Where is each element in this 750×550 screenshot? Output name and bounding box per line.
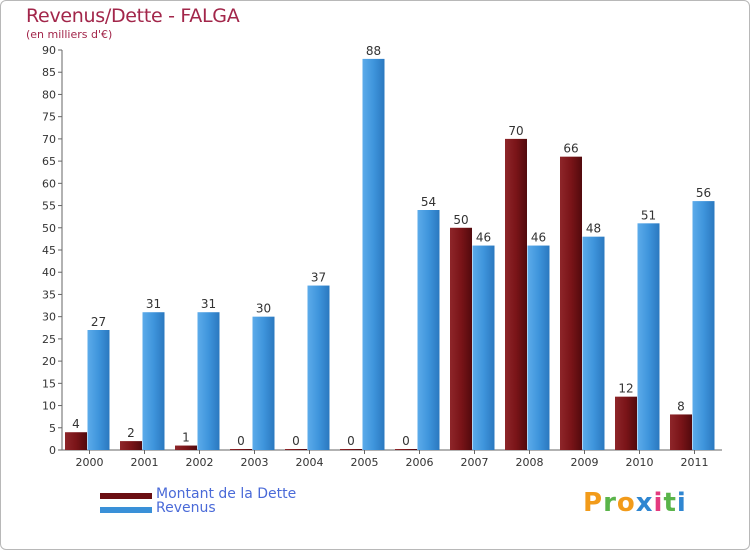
data-label: 46 — [531, 231, 546, 245]
logo-letter: x — [635, 488, 654, 518]
y-tick-label: 10 — [42, 400, 56, 413]
y-tick-label: 5 — [49, 422, 56, 435]
revenue-bar — [307, 285, 330, 450]
x-tick-label: 2000 — [76, 456, 104, 469]
debt-bar — [505, 138, 527, 450]
logo-letter: r — [603, 488, 617, 518]
x-tick-label: 2007 — [461, 456, 489, 469]
logo-letter: P — [583, 488, 604, 518]
x-tick-label: 2001 — [131, 456, 159, 469]
data-label: 37 — [311, 271, 326, 285]
y-tick-label: 20 — [42, 355, 56, 368]
proxiti-logo: Proxiti — [583, 488, 687, 518]
debt-bar — [175, 445, 197, 450]
revenue-bar — [197, 312, 220, 450]
data-label: 51 — [641, 208, 656, 222]
revenue-bar — [87, 330, 110, 450]
y-tick-label: 75 — [42, 111, 56, 124]
y-tick-label: 35 — [42, 288, 56, 301]
logo-letter: o — [616, 488, 636, 518]
debt-bar — [65, 432, 87, 450]
y-tick-label: 40 — [42, 266, 56, 279]
data-label: 4 — [72, 417, 80, 431]
legend-swatch-revenus — [100, 507, 152, 513]
y-tick-label: 25 — [42, 333, 56, 346]
y-tick-label: 30 — [42, 311, 56, 324]
y-tick-label: 85 — [42, 66, 56, 79]
chart-title: Revenus/Dette - FALGA — [26, 5, 240, 27]
x-tick-label: 2004 — [296, 456, 324, 469]
x-tick-label: 2002 — [186, 456, 214, 469]
chart-subtitle: (en milliers d'€) — [26, 28, 113, 41]
data-label: 56 — [696, 186, 711, 200]
y-tick-label: 55 — [42, 200, 56, 213]
data-label: 88 — [366, 44, 381, 58]
debt-bar — [670, 414, 692, 450]
revenue-bar — [417, 210, 440, 450]
revenue-bar — [472, 245, 495, 450]
data-label: 50 — [453, 213, 468, 227]
data-label: 2 — [127, 426, 135, 440]
x-tick-label: 2008 — [516, 456, 544, 469]
logo-letter: i — [653, 488, 664, 518]
debt-bar — [230, 449, 252, 450]
data-label: 31 — [201, 297, 216, 311]
data-label: 27 — [91, 315, 106, 329]
debt-bar — [340, 449, 362, 450]
x-tick-label: 2006 — [406, 456, 434, 469]
bar-chart: 0510152025303540455055606570758085902000… — [42, 44, 722, 469]
debt-bar — [285, 449, 307, 450]
debt-bar — [615, 396, 637, 450]
data-label: 46 — [476, 231, 491, 245]
data-label: 0 — [292, 434, 300, 448]
legend-label-revenus: Revenus — [156, 500, 216, 516]
data-label: 54 — [421, 195, 436, 209]
y-tick-label: 70 — [42, 133, 56, 146]
revenue-bar — [362, 58, 385, 451]
revenue-bar — [252, 316, 275, 450]
data-label: 70 — [508, 124, 523, 138]
data-label: 0 — [237, 434, 245, 448]
x-tick-label: 2003 — [241, 456, 269, 469]
data-label: 8 — [677, 399, 685, 413]
logo-letter: t — [663, 488, 677, 518]
legend-label-dette: Montant de la Dette — [156, 486, 297, 502]
data-label: 30 — [256, 302, 271, 316]
logo-letter: i — [676, 488, 687, 518]
data-label: 0 — [347, 434, 355, 448]
legend-swatch-dette — [100, 493, 152, 499]
x-tick-label: 2009 — [571, 456, 599, 469]
data-label: 12 — [618, 382, 633, 396]
data-label: 66 — [563, 142, 578, 156]
y-tick-label: 15 — [42, 377, 56, 390]
y-tick-label: 50 — [42, 222, 56, 235]
data-label: 1 — [182, 431, 190, 445]
data-label: 0 — [402, 434, 410, 448]
data-label: 31 — [146, 297, 161, 311]
y-tick-label: 60 — [42, 177, 56, 190]
y-tick-label: 45 — [42, 244, 56, 257]
revenue-bar — [142, 312, 165, 450]
debt-bar — [395, 449, 417, 450]
debt-bar — [120, 441, 142, 450]
x-tick-label: 2011 — [681, 456, 709, 469]
y-tick-label: 0 — [49, 444, 56, 457]
y-tick-label: 65 — [42, 155, 56, 168]
debt-bar — [560, 156, 582, 450]
data-label: 48 — [586, 222, 601, 236]
revenue-bar — [527, 245, 550, 450]
debt-bar — [450, 227, 472, 450]
y-tick-label: 90 — [42, 44, 56, 57]
revenue-bar — [637, 223, 660, 450]
revenue-bar — [692, 201, 715, 450]
x-tick-label: 2010 — [626, 456, 654, 469]
revenue-bar — [582, 236, 605, 450]
y-tick-label: 80 — [42, 88, 56, 101]
x-tick-label: 2005 — [351, 456, 379, 469]
